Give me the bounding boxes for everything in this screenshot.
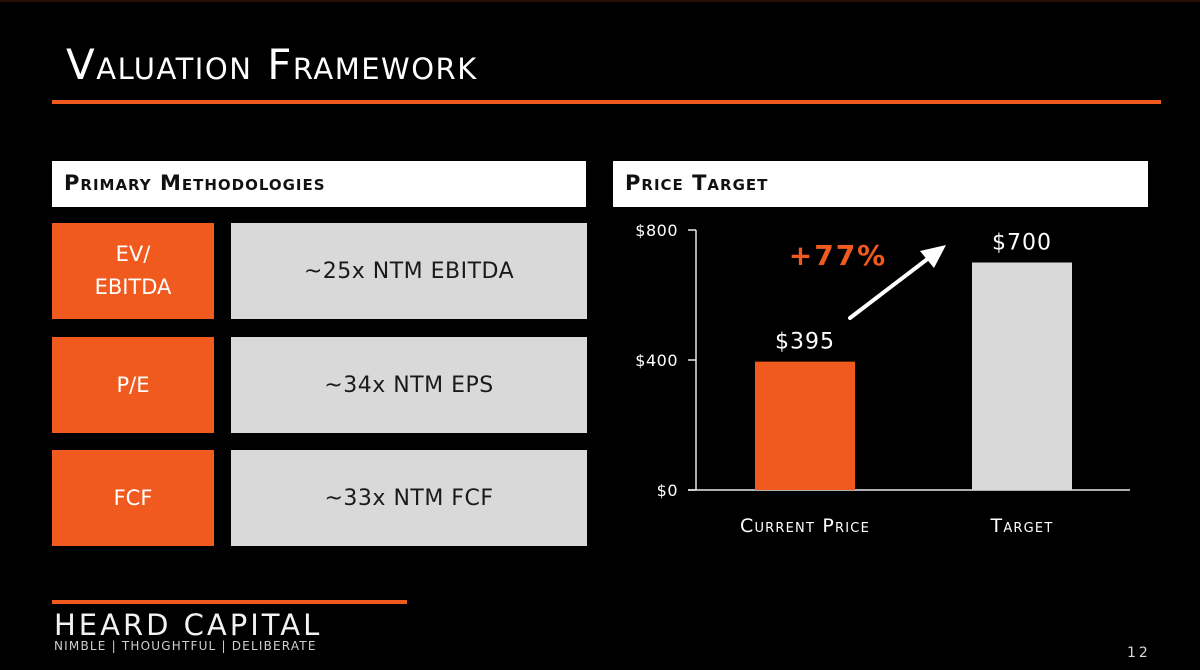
y-tick-label: $800 [635,221,678,240]
y-tick-label: $400 [635,351,678,370]
footer-underline [52,600,407,604]
bar-target [972,262,1072,490]
methodology-value: ~34x NTM EPS [231,337,587,433]
methodology-name: P/E [52,337,214,433]
brand-name: HEARD CAPITAL [54,608,323,642]
x-category-label: Current Price [740,515,870,537]
methodology-name: FCF [52,450,214,546]
growth-arrow-shaft [848,252,936,320]
page-number: 12 [1127,645,1151,661]
methodology-row-pe: P/E ~34x NTM EPS [52,337,587,433]
bar-current-price [755,361,855,490]
top-edge-line [0,0,1200,2]
methodology-row-fcf: FCF ~33x NTM FCF [52,450,587,546]
bar-value-label: $395 [775,330,835,355]
methodologies-header: Primary Methodologies [52,161,586,207]
y-tick-label: $0 [657,481,678,500]
methodology-row-ev-ebitda: EV/ EBITDA ~25x NTM EBITDA [52,223,587,319]
brand-tagline: NIMBLE | THOUGHTFUL | DELIBERATE [54,639,317,653]
growth-annotation: +77% [789,239,887,272]
price-target-chart: $0 $400 $800 $395 Current Price $700 Target +77… [635,221,1130,537]
bar-value-label: $700 [992,231,1052,256]
methodology-value: ~25x NTM EBITDA [231,223,587,319]
x-category-label: Target [990,515,1054,537]
methodology-name: EV/ EBITDA [52,223,214,319]
methodology-value: ~33x NTM FCF [231,450,587,546]
slide-title: Valuation Framework [66,40,478,89]
title-underline [52,100,1161,104]
price-target-header: Price Target [613,161,1148,207]
growth-arrow-head-icon [920,245,946,268]
